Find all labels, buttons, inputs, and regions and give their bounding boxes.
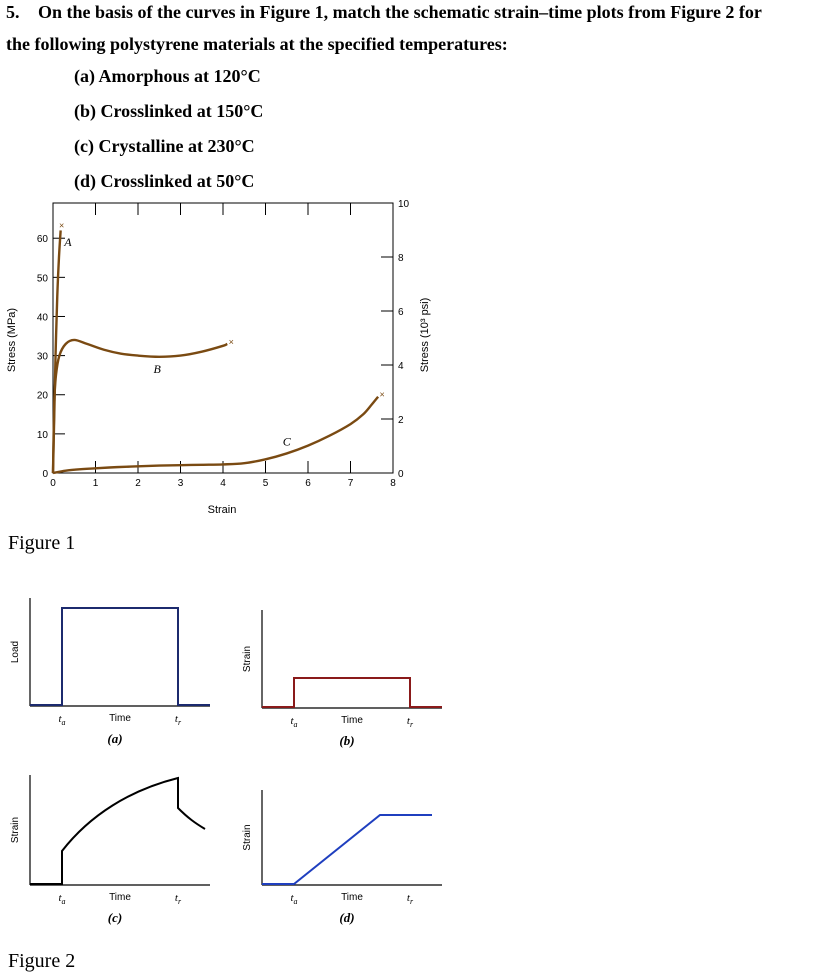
y2-tick-label: 8 xyxy=(398,253,404,264)
response-curve xyxy=(262,814,432,885)
series-label-B: B xyxy=(153,362,161,376)
figure2-plots: Load Time ta tr (a) Strain Time ta tr (b) Strain Ti… xyxy=(10,598,442,925)
y2-tick-label: 2 xyxy=(398,415,404,426)
plot-xlabel: Time xyxy=(109,892,131,903)
plot-xlabel: Time xyxy=(109,713,131,724)
x-tick-label: 5 xyxy=(263,478,269,489)
figure2-plot-c: Strain Time ta tr (c) xyxy=(10,775,210,925)
t-applied-label: ta xyxy=(290,715,297,729)
plot-ylabel: Strain xyxy=(242,646,253,672)
y-tick-label: 10 xyxy=(37,430,49,441)
y-tick-label: 30 xyxy=(37,352,49,363)
plot-label: (c) xyxy=(108,910,122,925)
y-tick-label: 0 xyxy=(42,469,48,480)
figure2-plot-b: Strain Time ta tr (b) xyxy=(242,610,442,748)
plot-label: (b) xyxy=(339,733,354,748)
figure1-caption: Figure 1 xyxy=(8,532,76,554)
t-applied-label: ta xyxy=(58,713,65,727)
series-line-C xyxy=(52,395,380,475)
t-removed-label: tr xyxy=(407,892,414,906)
t-applied-label: ta xyxy=(290,892,297,906)
y2-axis-label: Stress (10³ psi) xyxy=(419,298,431,373)
series-label-A: A xyxy=(63,235,72,249)
t-applied-label: ta xyxy=(58,892,65,906)
series-line-B xyxy=(51,338,228,474)
figure2-plot-a: Load Time ta tr (a) xyxy=(10,598,210,746)
question-line-1: On the basis of the curves in Figure 1, … xyxy=(38,2,762,22)
t-removed-label: tr xyxy=(175,892,182,906)
y2-tick-label: 6 xyxy=(398,307,404,318)
y2-tick-label: 10 xyxy=(398,199,410,210)
plot-frame xyxy=(52,202,394,474)
item-c: (c) Crystalline at 230°C xyxy=(74,136,255,156)
plot-label: (a) xyxy=(107,731,122,746)
plot-ylabel: Strain xyxy=(10,817,21,843)
x-tick-label: 8 xyxy=(390,478,396,489)
x-tick-label: 0 xyxy=(50,478,56,489)
y-tick-label: 20 xyxy=(37,391,49,402)
t-removed-label: tr xyxy=(407,715,414,729)
response-curve xyxy=(30,607,210,706)
y-axis-label: Stress (MPa) xyxy=(6,308,18,372)
plot-xlabel: Time xyxy=(341,715,363,726)
x-tick-label: 6 xyxy=(305,478,311,489)
x-tick-label: 7 xyxy=(348,478,354,489)
plot-ylabel: Load xyxy=(10,641,21,663)
series-break-C: × xyxy=(379,390,384,400)
figure2-caption: Figure 2 xyxy=(8,950,76,972)
response-curve xyxy=(30,776,206,885)
x-axis-label: Strain xyxy=(208,504,237,516)
y2-tick-label: 0 xyxy=(398,469,404,480)
series-label-C: C xyxy=(283,435,292,449)
plot-xlabel: Time xyxy=(341,892,363,903)
series-break-B: × xyxy=(229,337,234,347)
x-tick-label: 2 xyxy=(135,478,141,489)
question-number: 5. xyxy=(6,2,20,22)
figure2-plot-d: Strain Time ta tr (d) xyxy=(242,790,442,925)
y-tick-label: 40 xyxy=(37,312,49,323)
x-tick-label: 1 xyxy=(93,478,99,489)
item-a: (a) Amorphous at 120°C xyxy=(74,66,261,86)
plot-ylabel: Strain xyxy=(242,824,253,850)
item-d: (d) Crosslinked at 50°C xyxy=(74,171,255,191)
response-curve xyxy=(262,677,442,708)
y-tick-label: 60 xyxy=(37,234,49,245)
x-tick-label: 3 xyxy=(178,478,184,489)
plot-label: (d) xyxy=(339,910,354,925)
t-removed-label: tr xyxy=(175,713,182,727)
series-break-A: × xyxy=(59,220,64,230)
question-line-2: the following polystyrene materials at t… xyxy=(6,34,508,54)
x-tick-label: 4 xyxy=(220,478,226,489)
y2-tick-label: 4 xyxy=(398,361,404,372)
item-b: (b) Crosslinked at 150°C xyxy=(74,101,264,121)
y-tick-label: 50 xyxy=(37,273,49,284)
